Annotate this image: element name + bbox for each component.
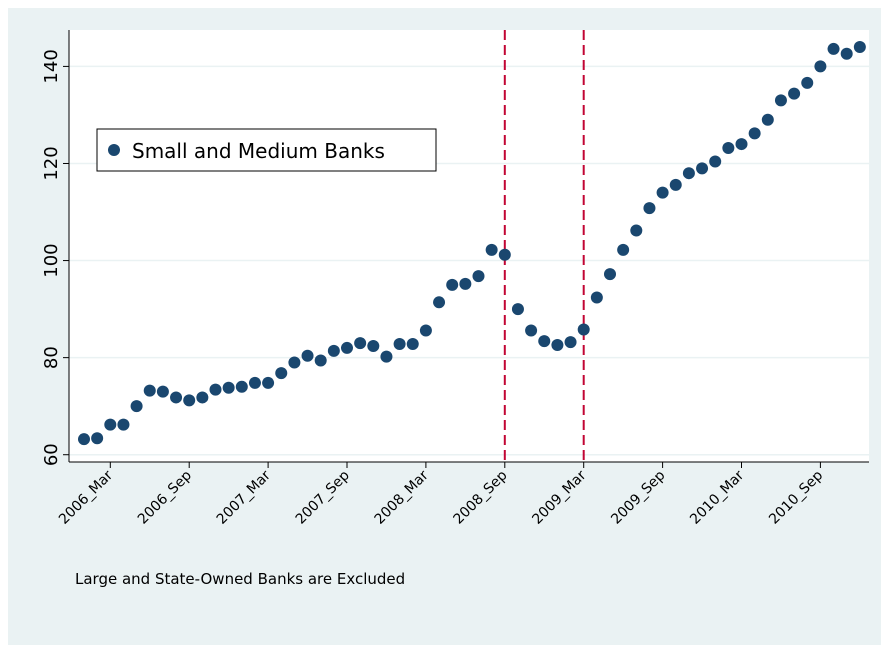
data-point [498,248,511,261]
data-point [511,303,524,316]
legend-box [96,128,437,172]
data-point [433,296,446,309]
legend: Small and Medium Banks [96,128,437,172]
data-point [801,76,814,89]
data-point [393,338,406,351]
data-point [156,385,169,398]
data-point [235,380,248,393]
data-point [682,167,695,180]
data-point [143,384,156,397]
y-axis: 60 80 100 120 140 [41,30,70,466]
data-point [564,336,577,349]
data-point [748,127,761,140]
data-point [209,383,222,396]
data-point [643,202,656,215]
data-point [196,391,209,404]
data-point [406,338,419,351]
data-point [630,224,643,237]
data-point [78,433,90,446]
data-point [761,113,774,126]
data-point [91,432,104,445]
y-tick-label: 120 [41,146,62,180]
data-point [485,243,498,256]
data-point [459,277,472,290]
gridlines [69,65,869,456]
data-point [774,94,787,107]
y-tick-label: 140 [41,49,62,83]
data-point [472,270,485,283]
data-point [669,178,682,191]
data-point [327,344,340,357]
data-point [354,337,367,350]
y-tick-label: 80 [41,346,62,369]
data-point [814,60,827,73]
data-points [78,40,866,446]
data-point [446,278,459,291]
data-point [538,335,551,348]
data-point [604,268,616,281]
data-point [617,243,630,256]
data-point [840,47,853,60]
data-point [656,186,669,199]
reference-lines [503,30,585,462]
data-point [248,376,261,389]
data-point [275,367,288,380]
data-point [367,339,380,352]
data-point [288,356,301,369]
data-point [525,324,538,337]
data-point [380,350,393,363]
data-point [222,381,235,394]
data-point [170,391,183,404]
data-point [577,323,590,336]
data-point [709,155,722,168]
legend-marker [108,144,120,156]
data-point [341,341,353,354]
data-point [590,291,603,304]
legend-label: Small and Medium Banks [132,139,385,163]
y-tick-label: 60 [41,443,62,466]
data-point [696,162,709,175]
data-point [419,324,432,337]
plot-area [69,30,869,462]
data-point [130,400,143,413]
data-point [183,394,196,407]
data-point [314,354,327,367]
data-point [551,339,564,352]
data-point [788,87,801,100]
data-point [853,40,866,53]
data-point [301,349,314,362]
y-tick-label: 100 [41,243,62,277]
data-point [722,141,735,154]
data-point [262,376,275,389]
data-point [117,418,130,431]
data-point [735,138,748,151]
data-point [827,42,840,55]
chart-note: Large and State-Owned Banks are Excluded [75,570,405,588]
data-point [104,418,117,431]
